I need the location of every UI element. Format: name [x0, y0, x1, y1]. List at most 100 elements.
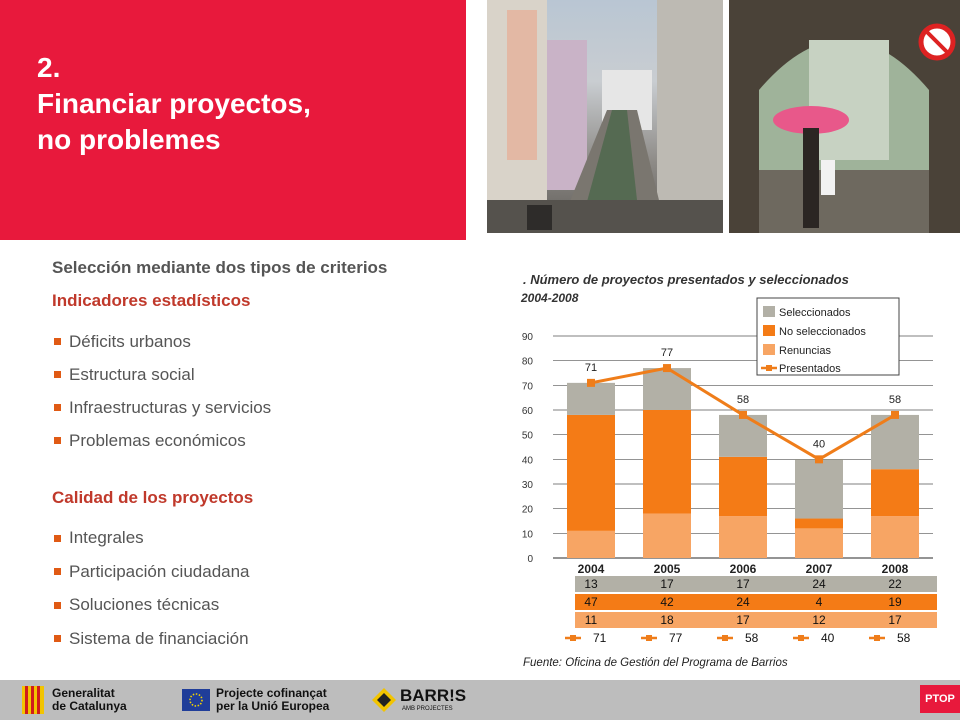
- bar-segment: [643, 410, 691, 514]
- bullet-square-icon: [54, 338, 61, 345]
- bullet-square-icon: [54, 568, 61, 575]
- title-line-1: 2.: [37, 52, 61, 83]
- title-line-2: Financiar proyectos,: [37, 88, 311, 119]
- table-row: [575, 612, 937, 628]
- bar-segment: [871, 516, 919, 558]
- y-tick-label: 30: [522, 480, 534, 491]
- bullet-square-icon: [54, 635, 61, 642]
- y-tick-label: 80: [522, 357, 534, 368]
- table-cell: 18: [660, 613, 674, 627]
- table-cell: 24: [812, 577, 826, 591]
- presentados-point: [891, 410, 899, 419]
- line-row-marker: [646, 635, 652, 641]
- y-tick-label: 70: [522, 381, 534, 392]
- table-cell: 40: [821, 631, 835, 645]
- data-label: 77: [661, 347, 673, 359]
- bullet-square-icon: [54, 371, 61, 378]
- legend-label: Presentados: [779, 363, 841, 375]
- bar-segment: [795, 528, 843, 558]
- title-line-3: no problemes: [37, 124, 221, 155]
- list-item: Problemas económicos: [52, 424, 482, 457]
- group1-title: Indicadores estadísticos: [52, 291, 251, 310]
- bar-segment: [719, 414, 767, 457]
- table-cell: 17: [736, 613, 750, 627]
- list-item: Participación ciudadana: [52, 555, 482, 588]
- projects-chart: 0 10 20 30 40 50 60 70 80 90 2004 2005 2006 2007 2008 7…: [522, 297, 937, 669]
- generalitat-logo-icon: [22, 686, 44, 714]
- table-cell: 13: [584, 577, 598, 591]
- table-cell: 19: [888, 595, 902, 609]
- bar-segment: [567, 530, 615, 558]
- y-tick-label: 60: [522, 406, 534, 417]
- x-tick-label: 2004: [578, 562, 605, 576]
- table-cell: 17: [660, 577, 674, 591]
- legend-label: Seleccionados: [779, 307, 851, 319]
- bar-segment: [871, 469, 919, 517]
- bar-segment: [643, 513, 691, 558]
- table-row: [575, 576, 937, 592]
- x-tick-label: 2008: [882, 562, 909, 576]
- table-cell: 22: [888, 577, 902, 591]
- legend-line-marker: [766, 365, 772, 371]
- data-label: 58: [737, 394, 749, 406]
- list-item: Déficits urbanos: [52, 325, 482, 358]
- list-item: Soluciones técnicas: [52, 588, 482, 622]
- bar-segment: [567, 414, 615, 531]
- table-cell: 77: [669, 631, 683, 645]
- bullet-square-icon: [54, 534, 61, 542]
- y-tick-label: 20: [522, 505, 534, 516]
- eu-flag-icon: [182, 689, 210, 711]
- barris-sublabel: AMB PROJECTES: [402, 706, 453, 712]
- presentados-point: [815, 455, 823, 464]
- bar-segment: [643, 368, 691, 410]
- title-block: 2. Financiar proyectos, no problemes: [0, 0, 466, 240]
- data-label: 40: [813, 438, 825, 450]
- data-label: 71: [585, 362, 597, 374]
- chart-title: . Número de proyectos presentados y sele…: [523, 272, 849, 287]
- group2-title: Calidad de los proyectos: [52, 488, 254, 507]
- legend-swatch: [763, 306, 775, 317]
- bar-segment: [795, 459, 843, 519]
- table-cell: 42: [660, 595, 674, 609]
- table-cell: 17: [888, 613, 902, 627]
- presentados-point: [739, 410, 747, 419]
- table-cell: 71: [593, 631, 607, 645]
- photo-street-stairs: [487, 0, 723, 233]
- list-item: Infraestructuras y servicios: [52, 391, 482, 424]
- bullet-square-icon: [54, 404, 61, 411]
- criteria-panel: Selección mediante dos tipos de criterio…: [52, 258, 482, 655]
- legend-swatch: [763, 344, 775, 355]
- table-cell: 11: [585, 613, 598, 627]
- ptop-corner-logo: PTOP: [920, 685, 960, 713]
- list-item: Integrales: [52, 521, 482, 555]
- chart-source: Fuente: Oficina de Gestión del Programa …: [523, 657, 788, 669]
- table-cell: 4: [816, 595, 823, 609]
- list-item: Sistema de financiación: [52, 622, 482, 655]
- list-item: Estructura social: [52, 358, 482, 391]
- bullet-square-icon: [54, 437, 61, 444]
- legend-label: No seleccionados: [779, 326, 866, 338]
- legend-label: Renuncias: [779, 345, 831, 357]
- table-cell: 58: [897, 631, 911, 645]
- footer-bar: Generalitat de Catalunya Projecte cofinan…: [0, 680, 960, 720]
- line-row-marker: [722, 635, 728, 641]
- bullet-square-icon: [54, 601, 61, 609]
- bar-segment: [719, 456, 767, 517]
- slide-title: 2. Financiar proyectos, no problemes: [37, 50, 311, 158]
- x-tick-label: 2006: [730, 562, 757, 576]
- generalitat-label: Generalitat de Catalunya: [52, 686, 127, 713]
- table-cell: 24: [736, 595, 750, 609]
- table-cell: 12: [812, 613, 826, 627]
- y-tick-label: 40: [522, 455, 534, 466]
- table-cell: 58: [745, 631, 759, 645]
- table-cell: 47: [584, 595, 598, 609]
- line-row-marker: [570, 635, 576, 641]
- barris-logo-icon: [372, 688, 396, 712]
- data-label: 58: [889, 394, 901, 406]
- y-tick-label: 90: [522, 332, 534, 343]
- eu-cofinance-label: Projecte cofinançat per la Unió Europea: [216, 686, 330, 713]
- barris-label: BARR!S: [400, 686, 467, 705]
- y-tick-label: 0: [527, 554, 533, 565]
- table-row: [575, 594, 937, 610]
- photo-arch-umbrella: [729, 0, 960, 233]
